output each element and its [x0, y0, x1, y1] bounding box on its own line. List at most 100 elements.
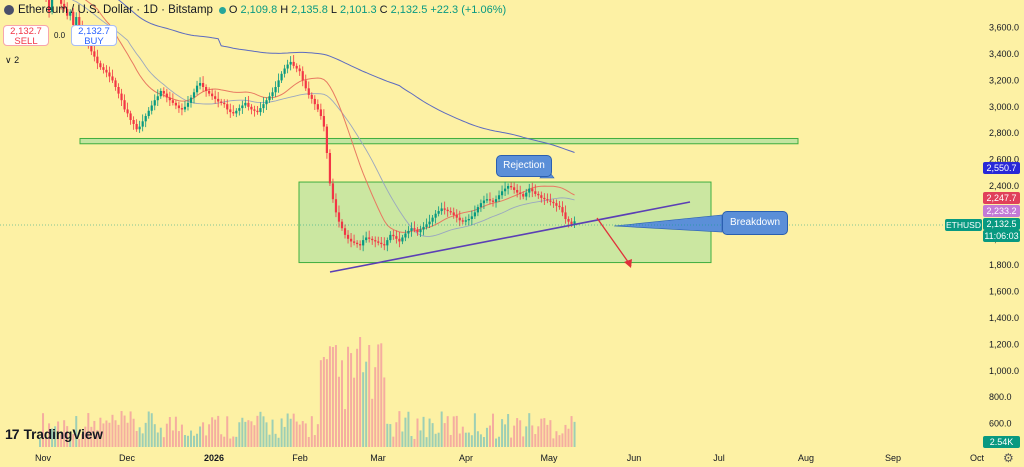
candle-body	[259, 108, 262, 113]
buy-label: BUY	[84, 36, 104, 47]
volume-bar	[66, 426, 69, 447]
volume-bar	[262, 416, 265, 447]
volume-bar	[419, 430, 422, 447]
volume-bar	[319, 360, 322, 447]
spread-value: 0.0	[54, 31, 66, 40]
rejection-callout[interactable]: Rejection	[496, 155, 552, 177]
candle-body	[271, 92, 274, 97]
volume-bar	[256, 415, 259, 447]
volume-bar	[229, 438, 232, 447]
indicators-toggle[interactable]: ∨ 2	[5, 55, 19, 66]
candle-body	[177, 105, 181, 109]
candle-body	[292, 61, 295, 66]
volume-bar	[72, 433, 75, 447]
volume-bar	[458, 433, 461, 447]
sell-button[interactable]: 2,132.7 SELL	[3, 25, 49, 47]
candle-body	[66, 9, 69, 16]
candle-body	[365, 237, 368, 241]
volume-bar	[531, 425, 534, 447]
candle-body	[96, 56, 99, 64]
candle-body	[419, 229, 422, 233]
gear-icon[interactable]: ⚙	[1003, 451, 1014, 465]
volume-bar	[452, 416, 455, 447]
volume-bar	[99, 417, 102, 447]
volume-bar	[105, 420, 108, 447]
candle-body	[189, 97, 193, 103]
close-value: 2,132.5	[390, 4, 428, 16]
volume-bar	[313, 435, 316, 447]
volume-bar	[96, 429, 99, 447]
candle-body	[482, 200, 486, 204]
volume-bar	[422, 416, 425, 447]
volume-bar	[292, 413, 295, 447]
candle-body	[519, 192, 522, 194]
volume-bar	[389, 424, 392, 447]
volume-bar	[156, 432, 159, 447]
volume-bar	[48, 423, 51, 447]
candle-body	[473, 212, 476, 217]
volume-bar	[470, 435, 473, 447]
candle-body	[525, 192, 528, 197]
candle-body	[368, 237, 371, 239]
x-tick-label: Oct	[970, 453, 985, 463]
candle-body	[410, 228, 413, 231]
close-label: C	[379, 4, 388, 16]
candle-body	[488, 199, 492, 201]
volume-bar	[464, 432, 467, 447]
x-tick-label: Jul	[713, 453, 725, 463]
candle-body	[144, 116, 147, 122]
volume-bar	[395, 422, 398, 447]
volume-bar	[528, 413, 531, 447]
volume-bar	[114, 420, 117, 447]
volume-bar	[144, 422, 147, 447]
volume-bar	[356, 348, 359, 447]
candle-body	[392, 234, 395, 237]
volume-bar	[235, 436, 238, 447]
candle-body	[513, 187, 516, 190]
ethereum-icon	[4, 5, 14, 15]
volume-bar	[51, 428, 54, 447]
volume-bar	[482, 437, 485, 447]
candle-body	[274, 87, 277, 93]
candle-body	[99, 63, 102, 68]
tradingview-logo[interactable]: 17 TradingView	[5, 426, 103, 442]
volume-bar	[504, 424, 507, 447]
x-tick-label: Dec	[119, 453, 136, 463]
volume-bar	[431, 423, 434, 447]
candle-body	[277, 80, 280, 87]
volume-bar	[271, 419, 274, 447]
change-value: +22.3 (+1.06%)	[430, 4, 507, 16]
volume-bar	[283, 426, 286, 447]
zone-layer	[79, 137, 799, 264]
candle-body	[328, 153, 332, 184]
volume-bar	[87, 413, 90, 447]
candle-body	[183, 106, 187, 110]
volume-bar	[498, 436, 501, 447]
high-value: 2,135.8	[291, 4, 328, 16]
candle-body	[304, 80, 307, 89]
candle-body	[371, 238, 374, 241]
volume-bar	[289, 418, 292, 447]
candle-body	[467, 219, 470, 221]
candle-body	[413, 228, 416, 230]
volume-bar	[371, 398, 374, 447]
volume-bar	[138, 427, 141, 447]
candle-body	[313, 98, 316, 105]
volume-bar	[117, 424, 120, 447]
y-tick-label: 800.0	[989, 392, 1012, 402]
candle-body	[75, 17, 78, 25]
candle-body	[283, 68, 286, 74]
candle-body	[434, 213, 437, 218]
candle-body	[165, 93, 168, 98]
y-tick-label: 1,400.0	[989, 313, 1019, 323]
candle-body	[567, 219, 570, 222]
volume-bar	[398, 411, 401, 447]
symbol-title[interactable]: Ethereum / U.S. Dollar · 1D · Bitstamp	[18, 4, 213, 16]
breakdown-callout[interactable]: Breakdown	[722, 211, 788, 235]
ma-medium-price-tag: 2,247.7	[983, 192, 1020, 204]
buy-button[interactable]: 2,132.7 BUY	[71, 25, 117, 47]
volume-bar	[564, 424, 567, 447]
candle-body	[244, 102, 247, 106]
